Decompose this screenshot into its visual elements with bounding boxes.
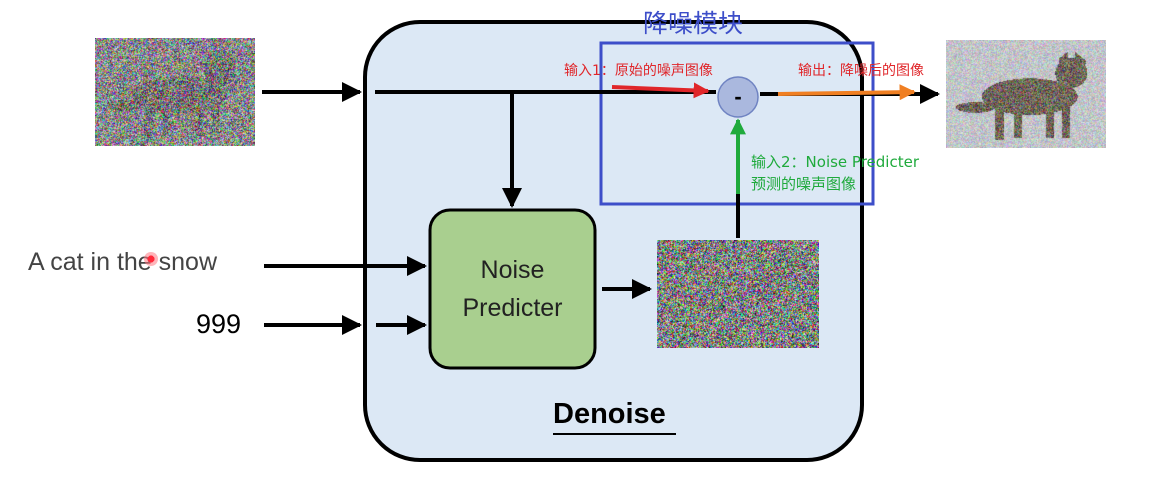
predictor-label-line2: Predicter: [462, 294, 563, 322]
predictor-label-line1: Noise: [480, 256, 545, 284]
input1-label: 输入1：原始的噪声图像: [564, 63, 713, 79]
denoised-cat-output-image: [946, 40, 1106, 148]
denoise-block-title: 降噪模块: [643, 9, 744, 38]
pointer-cursor-dot: [144, 252, 158, 266]
step-number-label: 999: [196, 309, 242, 339]
input2-label-line1: 输入2：Noise Predicter: [751, 153, 919, 171]
minus-symbol: -: [734, 84, 741, 109]
denoise-container-label: Denoise: [553, 398, 666, 430]
output-label: 输出：降噪后的图像: [798, 63, 924, 79]
arrow-output: [777, 84, 916, 101]
minus-node: [717, 76, 759, 118]
noisy-cat-input-image: [95, 38, 255, 146]
text-prompt-label: A cat in the snow: [28, 248, 218, 276]
noise-predicter-box: [428, 208, 597, 370]
predicted-noise-image: [657, 240, 819, 348]
arrow-input1: [611, 82, 710, 99]
input2-label-line2: 预测的噪声图像: [751, 175, 857, 193]
